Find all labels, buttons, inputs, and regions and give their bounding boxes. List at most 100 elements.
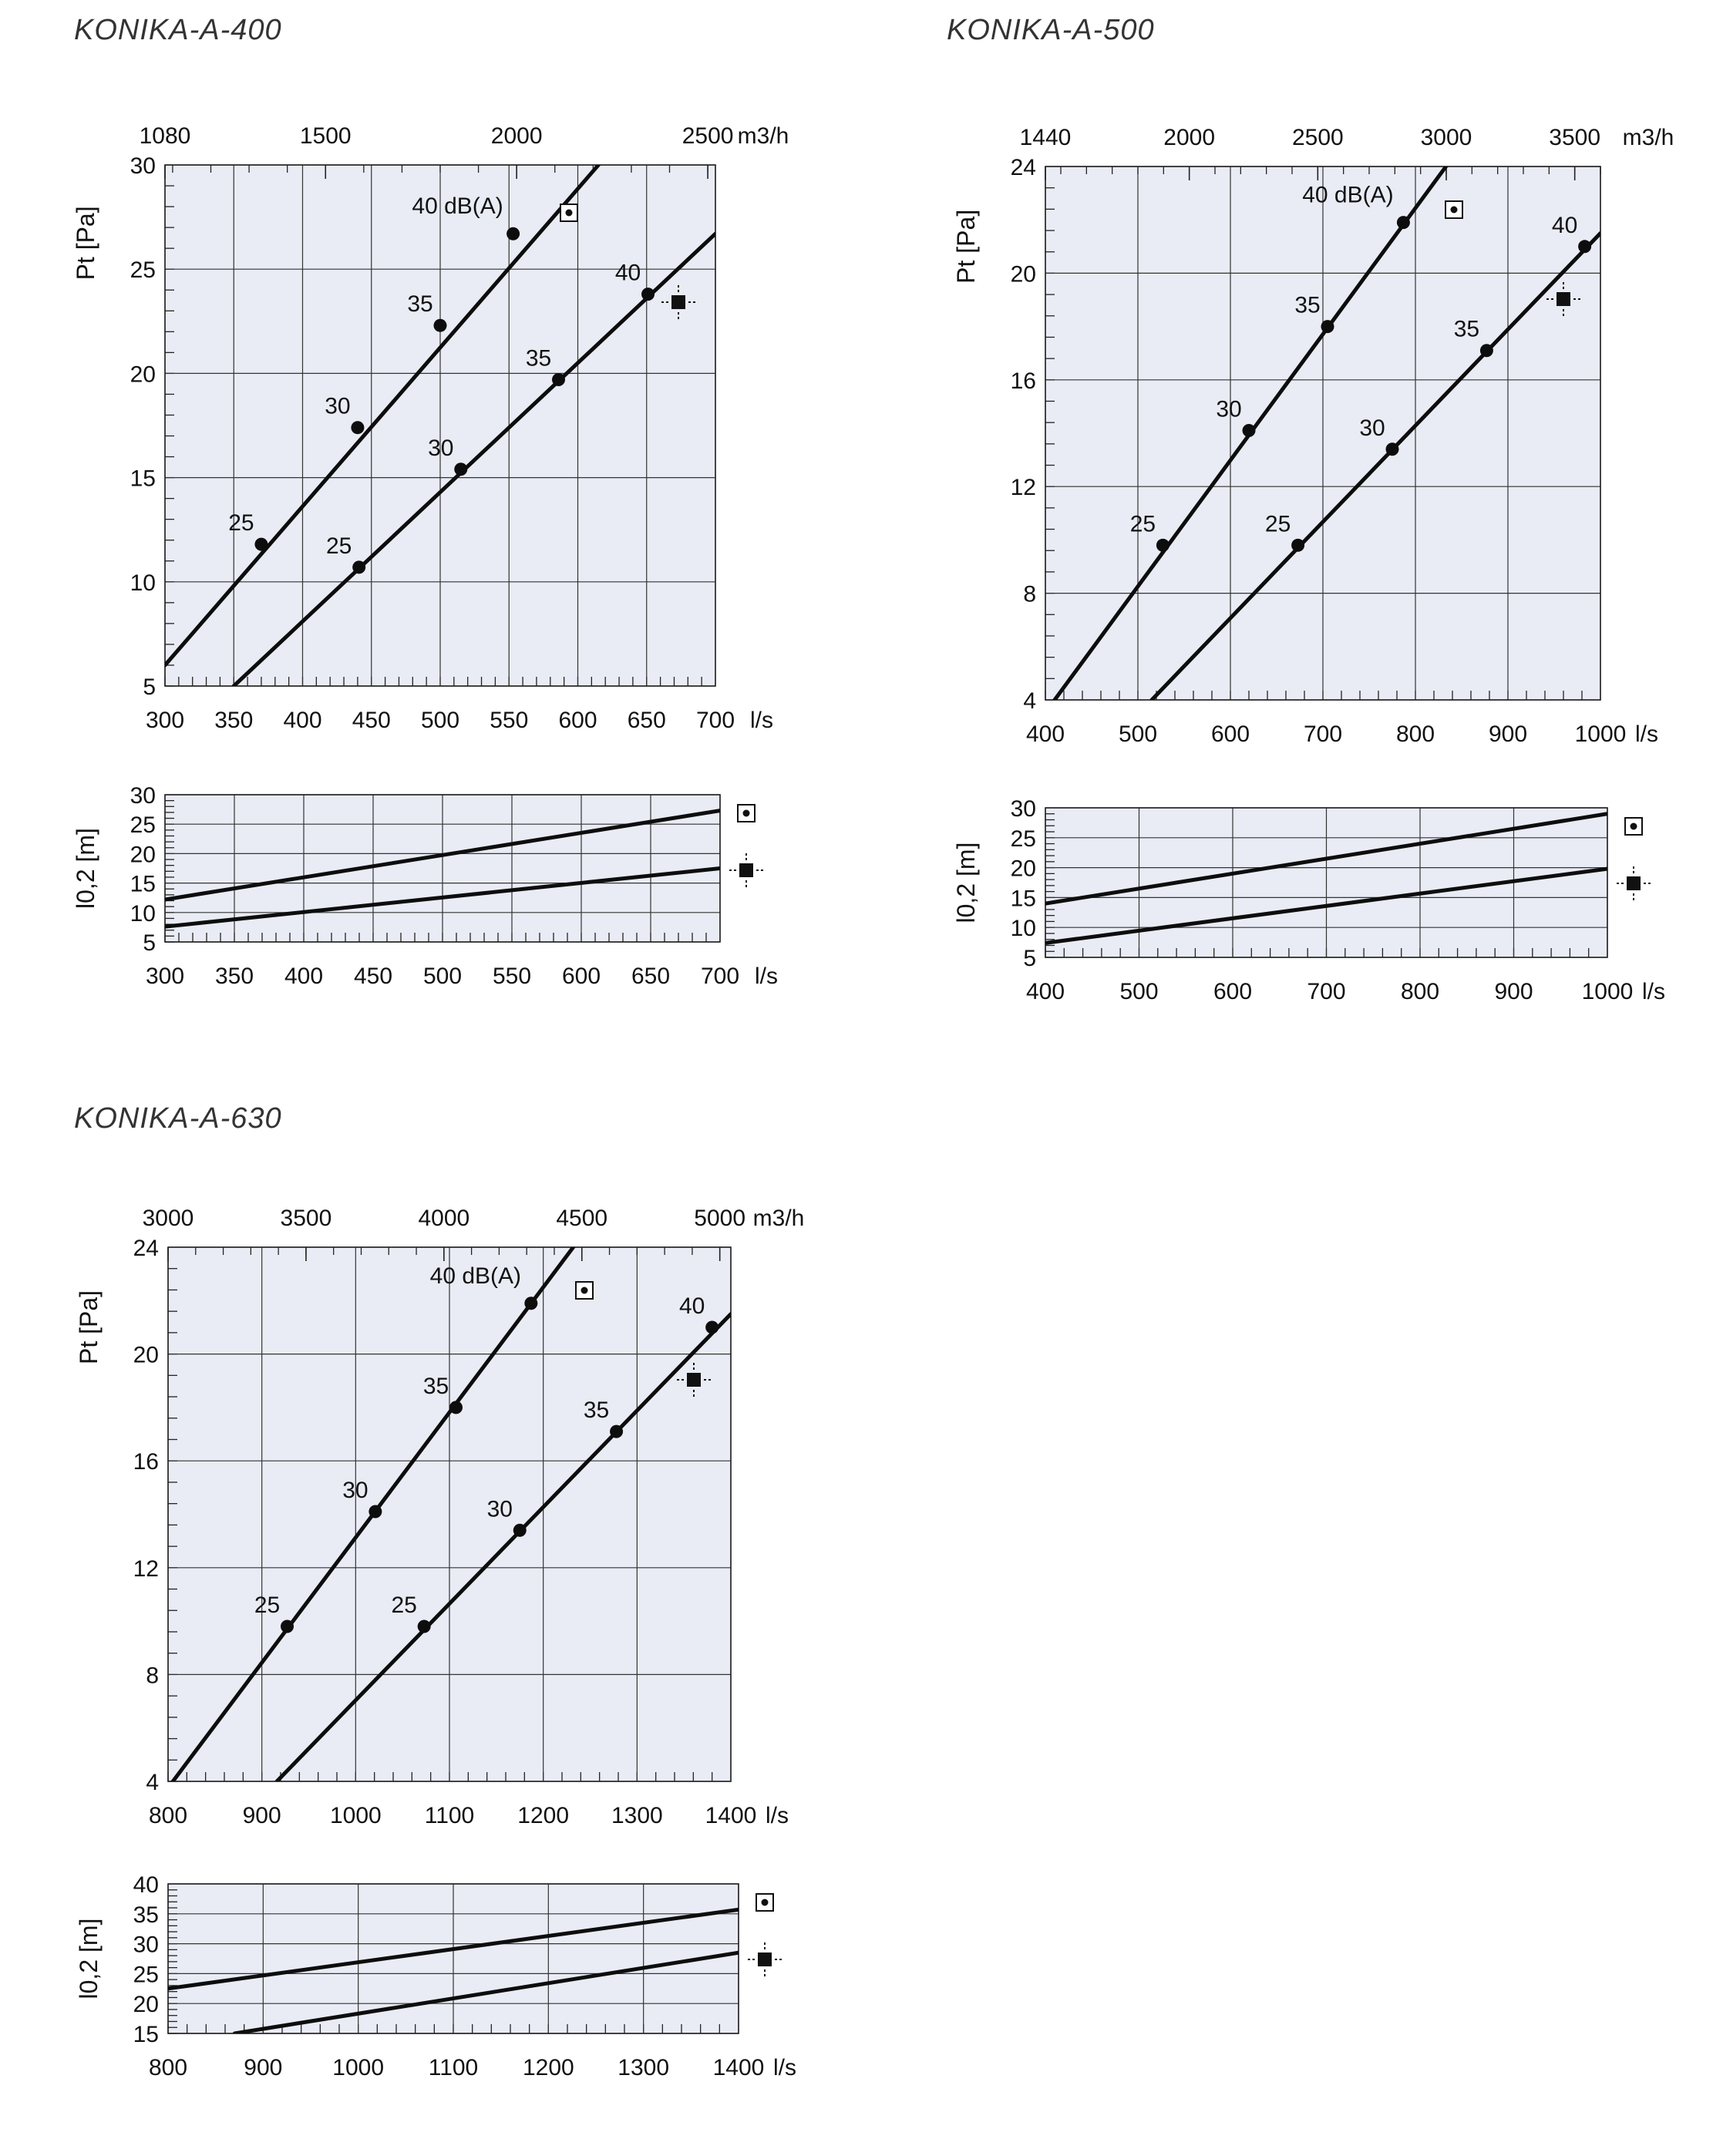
x-tick-label: 400 — [1026, 721, 1065, 747]
y-tick-label: 12 — [133, 1556, 159, 1582]
data-point — [1396, 216, 1410, 230]
data-point — [1291, 538, 1305, 552]
x-tick-label: 600 — [558, 708, 597, 733]
y-tick-label: 25 — [1011, 826, 1036, 852]
x-tick-label: 1400 — [705, 1803, 757, 1828]
pressure-chart-2: 800 900 1000 1100 1200 1300 1400 l/s 4 8 12 16 20 24 P… — [75, 1206, 804, 1828]
data-point — [449, 1401, 463, 1414]
top-tick-label: 5000 — [694, 1206, 745, 1231]
y-tick-label: 16 — [133, 1449, 159, 1475]
point-label: 30 — [325, 394, 350, 419]
icon-square — [687, 1373, 701, 1387]
top-tick-label: 2000 — [1163, 125, 1215, 150]
point-label: 40 — [615, 261, 641, 286]
x-tick-label: 550 — [490, 708, 528, 733]
data-point — [1156, 538, 1169, 552]
top-tick-label: 3500 — [1549, 125, 1600, 150]
plot-frame — [167, 1246, 732, 1782]
x-tick-label: 800 — [149, 1803, 187, 1828]
x-unit-label: l/s — [766, 1803, 789, 1828]
square-dot-icon — [737, 804, 756, 822]
x-tick-label: 700 — [701, 964, 739, 989]
series-lines — [168, 1907, 739, 2033]
x-tick-label: 450 — [352, 708, 391, 733]
top-tick-label: 2000 — [491, 123, 543, 149]
point-label: 35 — [407, 291, 432, 317]
point-label: 40 — [1552, 213, 1577, 238]
series-line — [231, 231, 715, 686]
x-tick-label: 600 — [1211, 721, 1250, 747]
point-label: 25 — [326, 533, 352, 559]
x-unit-label: l/s — [750, 708, 773, 733]
throw-chart-0: 300 350 400 450 500 550 600 650 700 l/s 5 10 15 20 25 3… — [72, 783, 778, 989]
data-point — [351, 421, 365, 435]
x-tick-label: 800 — [1401, 979, 1439, 1004]
x-tick-label: 1000 — [1575, 721, 1627, 747]
x-tick-label: 500 — [421, 708, 459, 733]
y-tick-label: 35 — [133, 1902, 159, 1928]
icon-square — [739, 863, 753, 877]
top-tick-label: 4500 — [556, 1206, 607, 1231]
square-dot-icon — [575, 1281, 594, 1300]
point-label: 25 — [228, 510, 254, 536]
point-label: 25 — [1130, 511, 1156, 536]
y-tick-label: 4 — [146, 1770, 159, 1795]
y-tick-label: 4 — [1023, 688, 1036, 714]
annotation-40-dba: 40 dB(A) — [412, 193, 503, 219]
x-unit-label: l/s — [755, 964, 778, 989]
x-tick-label: 1200 — [523, 2055, 574, 2080]
data-point — [524, 1297, 538, 1310]
x-tick-label: 1000 — [332, 2055, 384, 2080]
y-tick-label: 40 — [133, 1872, 159, 1898]
x-tick-label: 1100 — [425, 1803, 475, 1828]
y-tick-label: 15 — [130, 872, 156, 897]
icon-square — [671, 295, 685, 309]
top-tick-label: 1440 — [1020, 125, 1072, 150]
y-axis-label: Pt [Pa] — [952, 210, 980, 284]
x-tick-label: 300 — [146, 708, 184, 733]
icon-dot — [742, 809, 750, 817]
top-tick-label: 2500 — [682, 123, 734, 149]
x-tick-label: 600 — [1213, 979, 1252, 1004]
y-tick-label: 5 — [143, 674, 156, 700]
icon-square — [1627, 876, 1641, 890]
icon-square — [1557, 292, 1570, 306]
x-tick-label: 650 — [631, 964, 670, 989]
y-tick-label: 20 — [130, 362, 156, 387]
square-dot-icon — [756, 1893, 774, 1912]
icon-dot — [1630, 822, 1637, 830]
series-line — [1045, 866, 1607, 945]
throw-chart-2: 800 900 1000 1100 1200 1300 1400 l/s 15 20 25 30 35 4… — [75, 1872, 796, 2080]
x-tick-label: 600 — [562, 964, 601, 989]
point-label: 35 — [584, 1398, 609, 1423]
x-tick-label: 550 — [493, 964, 531, 989]
x-tick-label: 800 — [149, 2055, 187, 2080]
top-tick-label: 4000 — [418, 1206, 469, 1231]
x-tick-label: 400 — [283, 708, 321, 733]
annotation-40-dba: 40 dB(A) — [430, 1263, 521, 1289]
data-point — [433, 318, 447, 332]
series-line — [232, 1950, 739, 2033]
pressure-chart-0: 300 350 400 450 500 550 600 650 700 l/s 5 10 15 20 25 3… — [72, 123, 789, 733]
x-tick-label: 700 — [1307, 979, 1345, 1004]
diffuser-square-icon — [748, 1942, 782, 1976]
series-line — [168, 1907, 739, 1991]
data-point — [352, 560, 366, 574]
y-axis-label: Pt [Pa] — [72, 206, 99, 280]
y-tick-label: 5 — [1023, 946, 1036, 971]
chart-title-konika-a-500: KONIKA-A-500 — [947, 14, 1155, 46]
point-label: 35 — [423, 1374, 449, 1399]
point-label: 30 — [487, 1496, 513, 1522]
top-tick-label: 1080 — [140, 123, 191, 149]
y-tick-label: 5 — [143, 930, 156, 956]
x-tick-label: 900 — [243, 1803, 281, 1828]
x-tick-label: 700 — [696, 708, 735, 733]
x-tick-label: 900 — [1494, 979, 1533, 1004]
data-point — [1578, 240, 1592, 254]
plot-frame — [1045, 166, 1601, 701]
y-tick-label: 30 — [1011, 796, 1036, 822]
x-tick-label: 1400 — [713, 2055, 765, 2080]
icon-dot — [581, 1287, 588, 1294]
data-point — [506, 227, 520, 240]
top-unit-label: m3/h — [753, 1206, 805, 1231]
